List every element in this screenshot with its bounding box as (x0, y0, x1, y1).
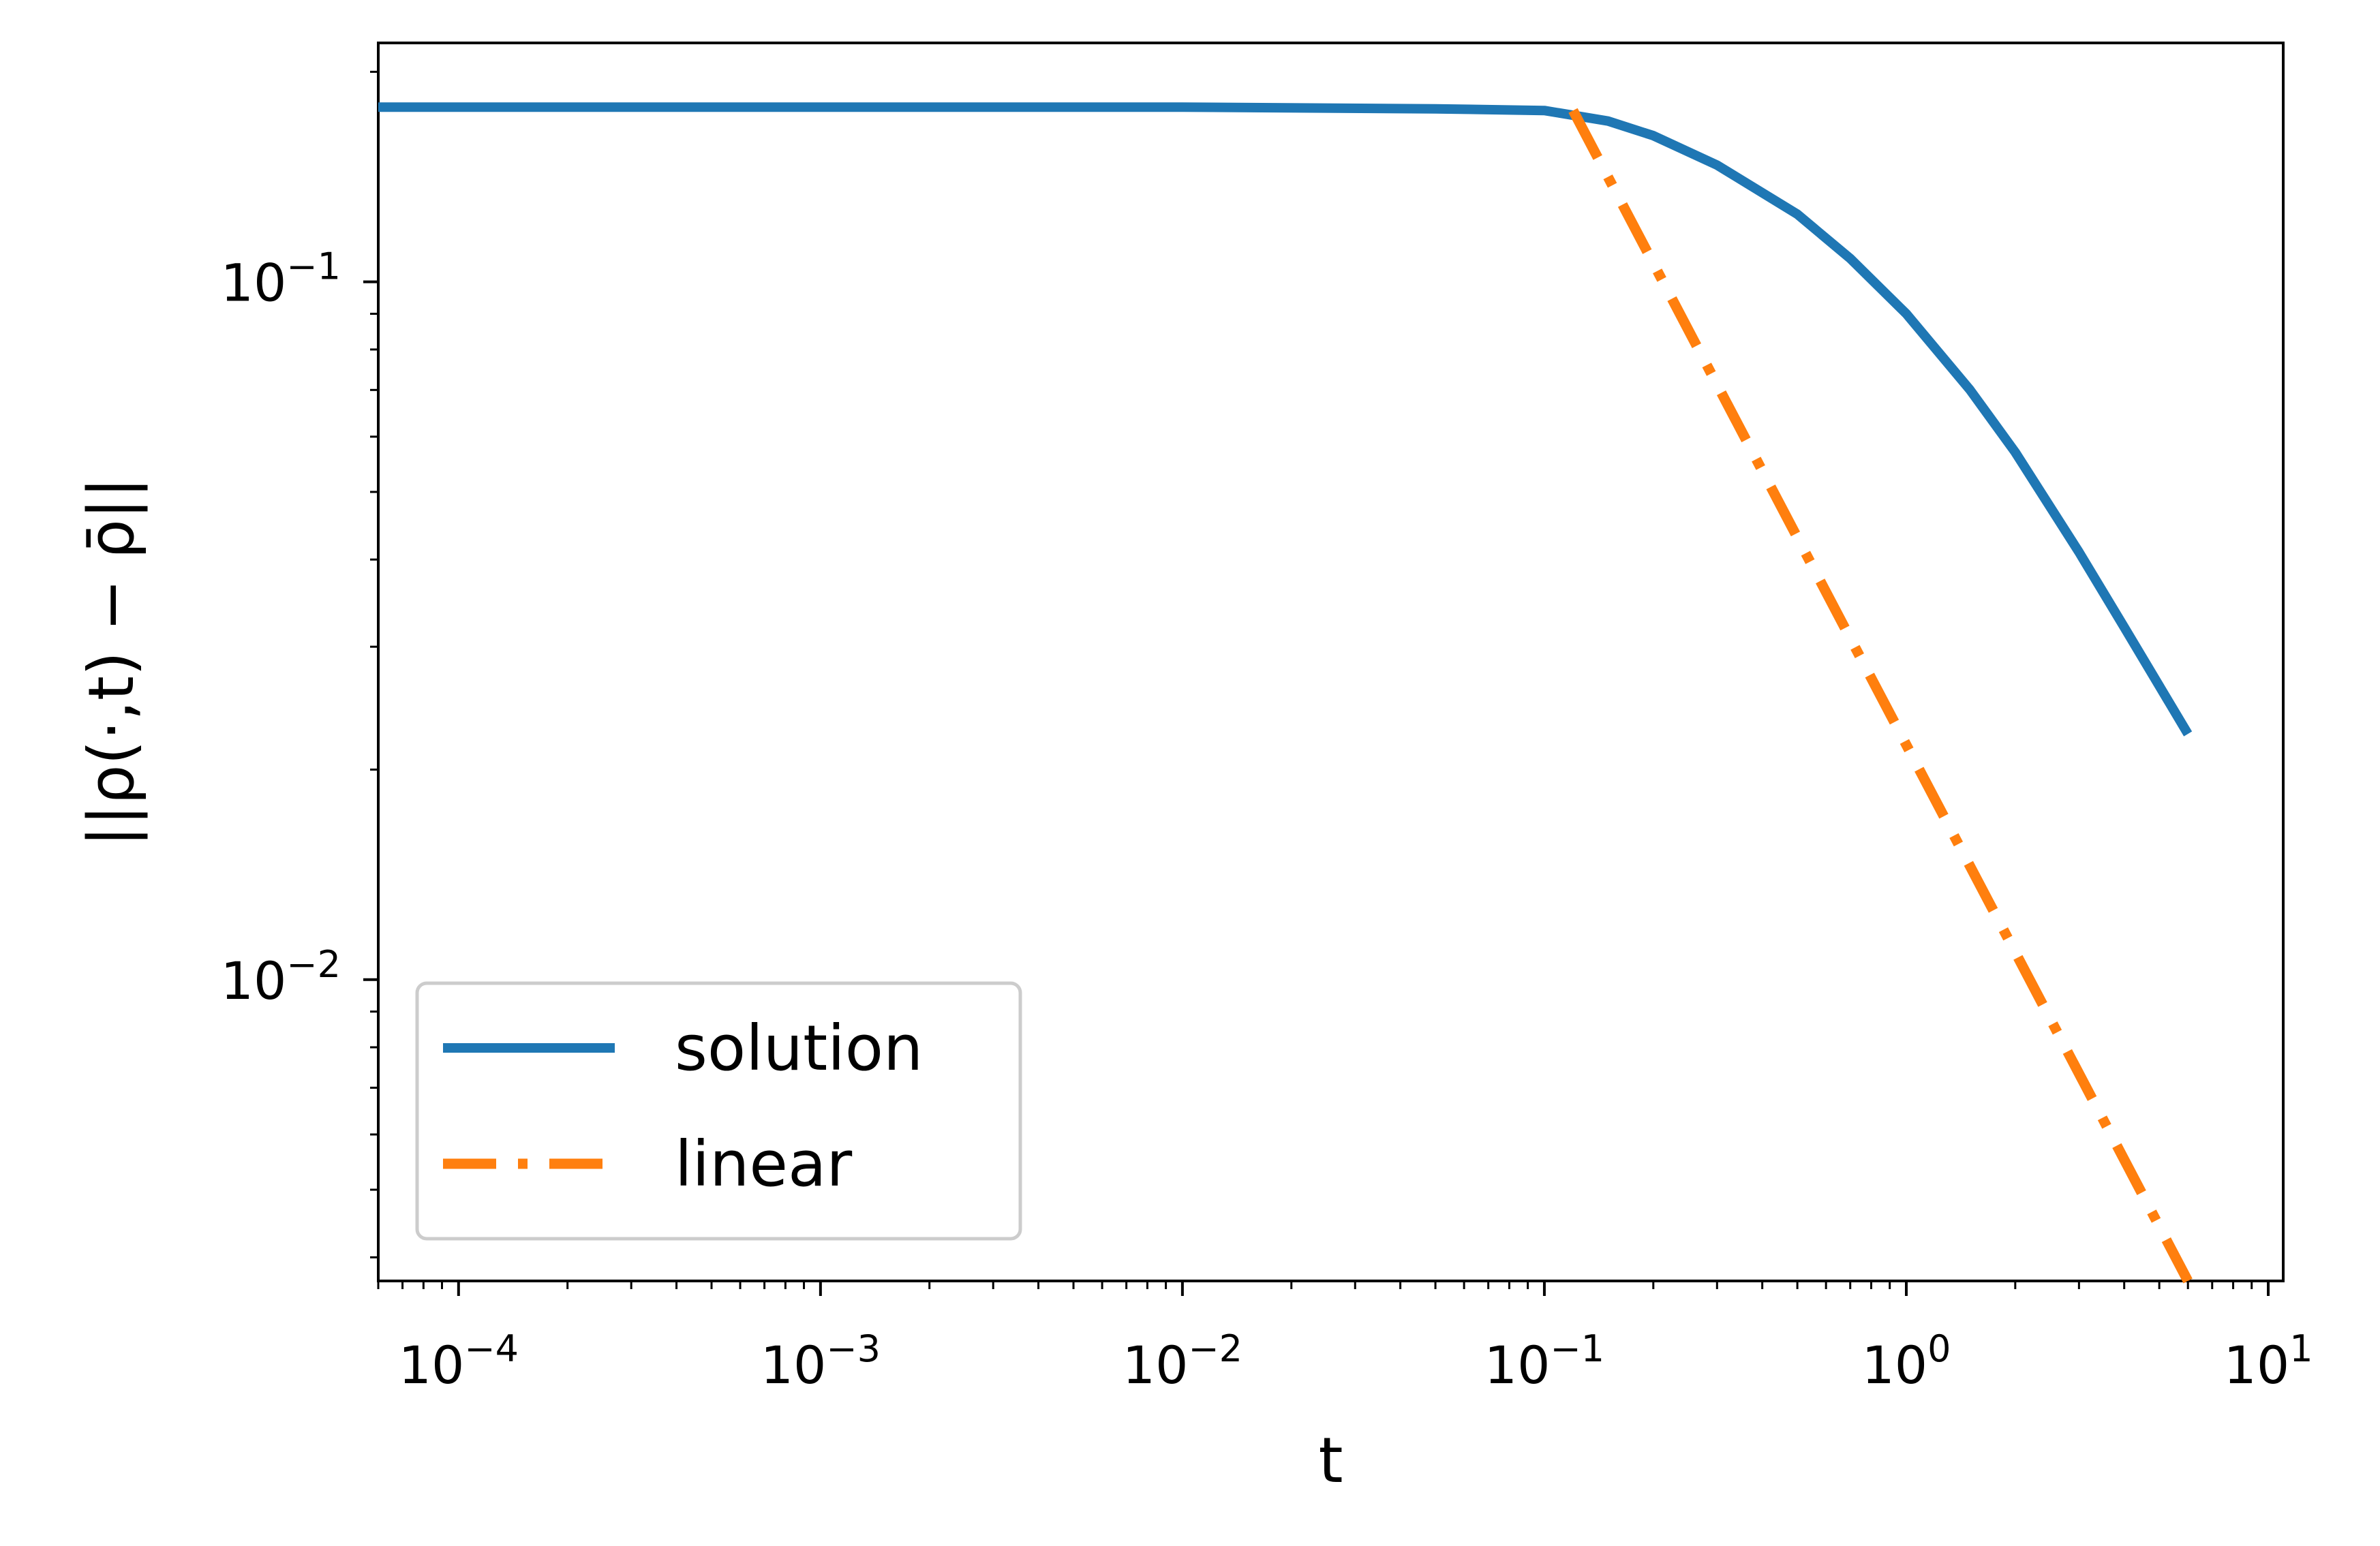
x-axis-label: t (1318, 1424, 1343, 1497)
y-axis-label: ||ρ(·,t) − ρ̄|| (75, 477, 148, 847)
series-layer (378, 102, 2193, 1284)
y-tick-label: 10−2 (221, 943, 341, 1011)
x-tick-label: 101 (2223, 1327, 2313, 1395)
legend: solution linear (415, 981, 1022, 1241)
x-tick-label: 10−2 (1123, 1327, 1242, 1395)
series-line-solution (378, 102, 2193, 737)
series-line-linear (1568, 108, 2193, 1284)
x-tick-label: 10−3 (761, 1327, 881, 1395)
axes-frame (377, 42, 2285, 1282)
x-tick-label: 10−4 (399, 1327, 519, 1395)
x-axis: 10−4 10−3 10−2 10−1 100 101 (377, 1281, 2313, 1395)
x-tick-label: 100 (1861, 1327, 1951, 1395)
x-tick-label: 10−1 (1484, 1327, 1604, 1395)
legend-label-solution: solution (675, 1012, 923, 1085)
legend-label-linear: linear (675, 1128, 852, 1201)
plot-area (377, 42, 2285, 1284)
y-axis: 10−1 10−2 (221, 70, 378, 1258)
y-tick-label: 10−1 (221, 245, 341, 313)
